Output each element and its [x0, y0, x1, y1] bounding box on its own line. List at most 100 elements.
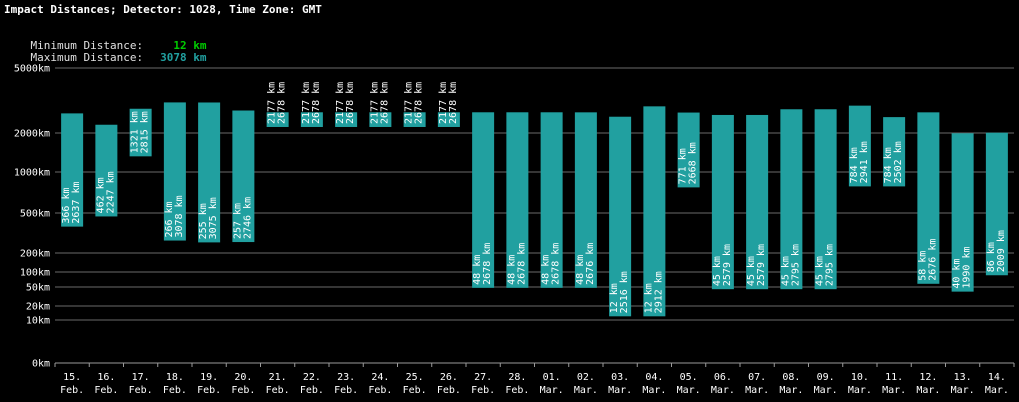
y-axis-tick-label: 200km: [20, 249, 50, 260]
bar-range-label: 2177 km2678 km: [301, 82, 322, 124]
y-axis-tick-label: 50km: [26, 283, 50, 294]
y-axis-tick-label: 20km: [26, 302, 50, 313]
bar-range-label: 45 km2579 km: [746, 244, 767, 286]
x-axis-label-day: 04.: [645, 372, 663, 383]
x-axis-label-month: Feb.: [60, 385, 84, 396]
x-axis-label-day: 01.: [543, 372, 561, 383]
range-bar: [129, 108, 152, 157]
x-axis-label-month: Feb.: [197, 385, 221, 396]
y-axis-tick-label: 500km: [20, 209, 50, 220]
x-axis-label-day: 28.: [508, 372, 526, 383]
x-axis-label-month: Mar.: [540, 385, 564, 396]
range-bar: [300, 112, 323, 127]
x-axis-label-month: Mar.: [985, 385, 1009, 396]
x-axis-label-day: 07.: [748, 372, 766, 383]
x-axis-label-day: 26.: [440, 372, 458, 383]
x-axis-label-month: Mar.: [848, 385, 872, 396]
range-bar: [711, 114, 734, 290]
range-bar: [951, 133, 974, 292]
range-bar: [746, 114, 769, 290]
x-axis-label-month: Mar.: [608, 385, 632, 396]
bar-range-label: 48 km2676 km: [575, 243, 596, 285]
x-axis-label-month: Mar.: [677, 385, 701, 396]
range-bar: [814, 109, 837, 290]
x-axis-label-day: 22.: [303, 372, 321, 383]
range-bar: [198, 102, 221, 243]
x-axis-label-month: Feb.: [231, 385, 255, 396]
bar-range-label: 40 km1990 km: [952, 246, 973, 288]
range-bar: [335, 112, 358, 127]
bar-range-label: 48 km2678 km: [541, 243, 562, 285]
x-axis-label-month: Feb.: [266, 385, 290, 396]
x-axis-label-day: 11.: [885, 372, 903, 383]
maximum-distance-value: 3078 km: [160, 51, 207, 64]
range-bar: [917, 112, 940, 284]
bar-range-label: 2177 km2678 km: [438, 82, 459, 124]
bar-range-label: 771 km2668 km: [678, 142, 699, 184]
bar-range-label: 784 km2502 km: [883, 141, 904, 183]
x-axis-label-day: 08.: [782, 372, 800, 383]
x-axis-label-month: Mar.: [882, 385, 906, 396]
x-axis-label-day: 15.: [63, 372, 81, 383]
x-axis-label-day: 14.: [988, 372, 1006, 383]
x-axis-label-day: 09.: [817, 372, 835, 383]
x-axis-label-day: 25.: [406, 372, 424, 383]
x-axis-label-day: 21.: [269, 372, 287, 383]
x-axis-label-month: Feb.: [129, 385, 153, 396]
x-axis-label-day: 13.: [954, 372, 972, 383]
x-axis-label-month: Feb.: [403, 385, 427, 396]
bar-range-label: 12 km2516 km: [609, 271, 630, 313]
x-axis-label-day: 06.: [714, 372, 732, 383]
x-axis-label-day: 10.: [851, 372, 869, 383]
x-axis-label-month: Feb.: [94, 385, 118, 396]
maximum-distance-label: Maximum Distance:: [30, 51, 144, 64]
minimum-distance-row: Minimum Distance: 12 km: [4, 26, 207, 65]
bar-range-label: 45 km2795 km: [780, 244, 801, 286]
x-axis-label-month: Mar.: [642, 385, 666, 396]
x-axis-label-month: Mar.: [779, 385, 803, 396]
range-bar: [472, 112, 495, 288]
x-axis-label-month: Mar.: [916, 385, 940, 396]
range-bar: [437, 112, 460, 127]
bar-range-label: 366 km2637 km: [61, 181, 82, 223]
x-axis-label-day: 02.: [577, 372, 595, 383]
x-axis-label-month: Feb.: [471, 385, 495, 396]
x-axis-label-day: 20.: [234, 372, 252, 383]
bar-range-label: 2177 km2678 km: [369, 82, 390, 124]
x-axis-label-day: 12.: [919, 372, 937, 383]
page-title: Impact Distances; Detector: 1028, Time Z…: [4, 3, 322, 16]
impact-distance-range-chart: 5000km 2000km 1000km 500km 200km 100km 50km 20k…: [14, 64, 1015, 396]
range-bar: [266, 112, 289, 127]
x-axis-label-month: Feb.: [300, 385, 324, 396]
y-axis-tick-label: 100km: [20, 268, 50, 279]
y-axis-tick-label: 0km: [32, 359, 50, 370]
range-bar: [506, 112, 529, 288]
bar-range-label: 266 km3078 km: [164, 195, 185, 237]
bar-range-label: 2177 km2678 km: [404, 82, 425, 124]
bar-range-label: 2177 km2678 km: [267, 82, 288, 124]
bar-range-label: 1321 km2815 km: [130, 111, 151, 153]
bar-range-label: 48 km2678 km: [506, 243, 527, 285]
x-axis-label-day: 19.: [200, 372, 218, 383]
range-bar: [574, 112, 597, 288]
maximum-distance-row: Maximum Distance: 3078 km: [4, 38, 207, 77]
range-bar: [403, 112, 426, 127]
range-bar: [985, 132, 1008, 276]
x-axis-label-month: Feb.: [163, 385, 187, 396]
x-axis-label-month: Mar.: [814, 385, 838, 396]
range-bar: [369, 112, 392, 127]
x-axis-label-day: 05.: [680, 372, 698, 383]
bar-range-label: 12 km2912 km: [643, 271, 664, 313]
x-axis-label-day: 27.: [474, 372, 492, 383]
bar-range-label: 462 km2247 km: [95, 171, 116, 213]
range-bar: [883, 117, 906, 187]
bar-range-label: 255 km3075 km: [198, 197, 219, 239]
minimum-distance-label: Minimum Distance:: [30, 39, 144, 52]
x-axis-label-month: Mar.: [574, 385, 598, 396]
x-axis-label-month: Feb.: [368, 385, 392, 396]
bar-range-label: 86 km2009 km: [986, 230, 1007, 272]
y-axis-tick-label: 10km: [26, 316, 50, 327]
bar-range-label: 45 km2579 km: [712, 244, 733, 286]
x-axis-label-month: Feb.: [334, 385, 358, 396]
